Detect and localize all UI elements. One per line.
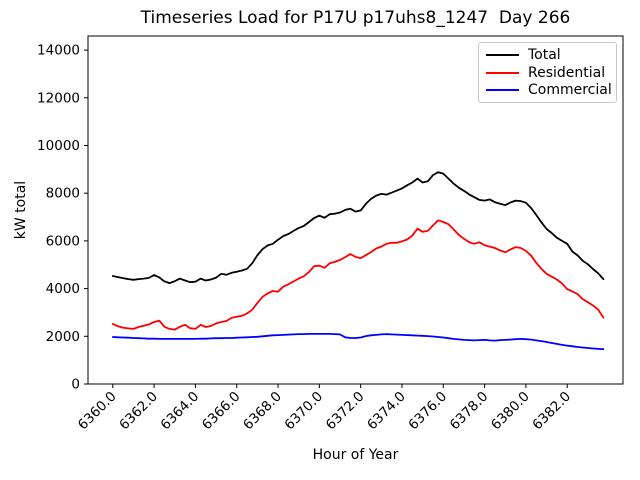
legend-item-commercial: Commercial (486, 81, 612, 99)
y-tick-label: 2000 (46, 329, 80, 345)
y-tick-label: 4000 (46, 281, 80, 297)
y-tick-label: 10000 (37, 138, 80, 154)
y-tick-label: 12000 (37, 90, 80, 106)
x-tick-label: 6374.0 (364, 389, 409, 434)
x-tick-label: 6364.0 (158, 389, 203, 434)
legend-label-commercial: Commercial (528, 82, 612, 99)
x-tick-label: 6362.0 (116, 389, 161, 434)
legend-swatch-0 (486, 53, 519, 56)
series-line-commercial (111, 332, 605, 351)
x-tick-label: 6382.0 (529, 389, 574, 434)
x-tick-label: 6378.0 (447, 389, 492, 434)
legend-item-residential: Residential (486, 64, 609, 82)
legend-label-total: Total (528, 46, 561, 63)
x-tick-label: 6360.0 (75, 389, 120, 434)
x-tick-label: 6368.0 (240, 389, 285, 434)
x-tick-label: 6366.0 (199, 389, 244, 434)
plot-spines (87, 35, 624, 385)
legend-label-residential: Residential (528, 64, 606, 81)
y-tick-label: 14000 (37, 43, 80, 59)
y-tick-label: 8000 (46, 186, 80, 202)
x-tick-label: 6372.0 (323, 389, 368, 434)
y-tick-label: 6000 (46, 233, 80, 249)
series-line-residential (111, 219, 605, 331)
legend-swatch-1 (486, 71, 519, 74)
x-tick-label: 6376.0 (405, 389, 450, 434)
legend-item-total: Total (486, 46, 609, 64)
series-line-total (111, 171, 605, 285)
x-tick-label: 6380.0 (488, 389, 533, 434)
legend: Total Residential Commercial (478, 42, 617, 103)
x-tick-label: 6370.0 (281, 389, 326, 434)
legend-swatch-2 (486, 89, 519, 92)
x-axis-label: Hour of Year (312, 447, 399, 463)
y-tick-label: 0 (71, 377, 80, 393)
chart-title: Timeseries Load for P17U p17uhs8_1247 Da… (140, 8, 571, 28)
